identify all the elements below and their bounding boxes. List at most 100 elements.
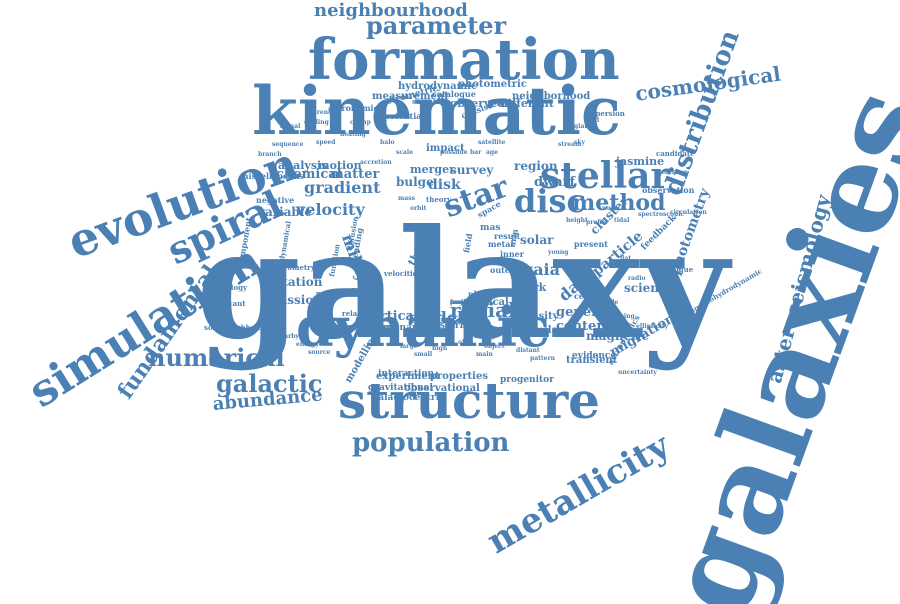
cloud-word: uncertainty bbox=[618, 369, 657, 376]
cloud-word: observed bbox=[450, 97, 506, 110]
cloud-word: cooling bbox=[304, 119, 329, 126]
cloud-word: region bbox=[514, 159, 558, 173]
cloud-word: radial bbox=[450, 298, 516, 322]
cloud-word: resonance bbox=[378, 323, 430, 333]
cloud-word: tidal bbox=[614, 217, 630, 224]
cloud-word: local bbox=[482, 297, 509, 308]
cloud-word: analysis bbox=[278, 159, 328, 172]
cloud-word: frequency bbox=[450, 299, 484, 306]
cloud-word: astronomical bbox=[328, 103, 387, 113]
cloud-word: observation bbox=[642, 185, 695, 195]
cloud-word: metal bbox=[488, 239, 514, 249]
cloud-word: nearby bbox=[276, 333, 299, 340]
cloud-word: amplitude bbox=[450, 299, 485, 306]
cloud-word: inner bbox=[500, 249, 524, 259]
cloud-word: neighbourhood bbox=[314, 0, 468, 21]
cloud-word: survey bbox=[450, 163, 494, 177]
cloud-word: motion bbox=[318, 159, 362, 172]
cloud-word: photometric bbox=[458, 79, 527, 90]
cloud-word: technology bbox=[204, 283, 248, 292]
cloud-word: model bbox=[408, 308, 464, 327]
cloud-word: phys bbox=[468, 289, 489, 299]
cloud-word: experiment bbox=[376, 371, 440, 382]
cloud-word: transient bbox=[566, 355, 618, 366]
cloud-word: flat bbox=[620, 255, 632, 262]
cloud-word: dark bbox=[518, 281, 547, 294]
cloud-word: starburst bbox=[440, 321, 487, 331]
cloud-word: velocities bbox=[384, 269, 422, 278]
cloud-word: metallicity bbox=[480, 425, 677, 563]
cloud-word: distant bbox=[516, 347, 540, 354]
cloud-word: dynamic bbox=[296, 295, 550, 359]
cloud-word: impact bbox=[426, 143, 465, 154]
cloud-word: velocity bbox=[296, 200, 365, 219]
cloud-word: parameter bbox=[366, 11, 507, 40]
cloud-word: wave bbox=[602, 205, 619, 212]
cloud-word: catalogue bbox=[432, 89, 476, 99]
cloud-word: rotation bbox=[268, 275, 323, 289]
cloud-word: large bbox=[400, 343, 418, 350]
cloud-word: speed bbox=[316, 139, 336, 146]
cloud-word: dwarf bbox=[534, 175, 576, 190]
cloud-word: galactocentric bbox=[372, 393, 445, 403]
cloud-word: science bbox=[624, 281, 674, 295]
cloud-word: relation bbox=[342, 309, 373, 318]
cloud-word: properties bbox=[430, 371, 488, 382]
cloud-word: merger bbox=[410, 163, 455, 176]
cloud-word: galactic bbox=[216, 369, 323, 398]
cloud-word: low bbox=[262, 325, 274, 332]
cloud-word: red bbox=[588, 117, 600, 124]
cloud-word: mas bbox=[480, 223, 501, 233]
cloud-word: centre bbox=[574, 291, 603, 301]
cloud-word: negative bbox=[256, 195, 295, 205]
cloud-word: sample bbox=[412, 97, 440, 106]
cloud-word: breathing bbox=[654, 169, 688, 176]
cloud-word: gas bbox=[608, 329, 620, 336]
cloud-word: gravitational bbox=[368, 383, 433, 393]
cloud-word: young bbox=[548, 249, 569, 256]
cloud-word: binary bbox=[474, 333, 496, 340]
cloud-word: accretion bbox=[360, 159, 392, 166]
cloud-word: oscillation bbox=[450, 299, 486, 306]
cloud-word: disc bbox=[514, 182, 587, 220]
cloud-word: positive bbox=[316, 289, 347, 298]
cloud-word: density bbox=[518, 311, 559, 322]
cloud-word: chemical bbox=[276, 167, 342, 182]
cloud-word: theory bbox=[426, 195, 452, 204]
cloud-word: high bbox=[432, 345, 448, 352]
cloud-word: significant bbox=[204, 299, 246, 308]
cloud-word: clump bbox=[350, 119, 371, 126]
cloud-word: old bbox=[458, 339, 469, 346]
cloud-word: structure bbox=[338, 371, 600, 430]
cloud-word: astrometry bbox=[272, 263, 315, 272]
cloud-word: potential bbox=[384, 111, 425, 121]
cloud-word: bar bbox=[470, 149, 482, 156]
cloud-word: progenitor bbox=[500, 375, 554, 385]
cloud-word: mission bbox=[270, 293, 323, 307]
cloud-word: observational bbox=[404, 383, 480, 394]
cloud-word: scale bbox=[396, 149, 414, 156]
cloud-word: mass bbox=[398, 195, 415, 202]
cloud-word: evidence bbox=[572, 351, 617, 361]
cloud-word: general bbox=[556, 305, 612, 320]
cloud-word: outer bbox=[490, 265, 515, 275]
cloud-word: heating bbox=[340, 131, 366, 138]
cloud-word: content bbox=[556, 319, 612, 334]
cloud-word: profile bbox=[586, 219, 608, 226]
cloud-word: trend bbox=[314, 109, 333, 116]
cloud-word: stellar bbox=[540, 155, 670, 197]
cloud-word: giant bbox=[574, 123, 592, 130]
cloud-word: mode bbox=[600, 299, 619, 306]
cloud-word: solarneighbourhood bbox=[204, 323, 284, 332]
cloud-word: miscellaneous bbox=[240, 171, 304, 181]
cloud-word: variable bbox=[258, 205, 312, 219]
cloud-word: pattern bbox=[530, 355, 555, 362]
cloud-word: galaxy bbox=[196, 197, 729, 373]
cloud-word: present bbox=[574, 239, 609, 249]
cloud-word: vertical bbox=[364, 309, 419, 324]
cloud-word: technique bbox=[654, 265, 694, 274]
cloud-word: stream bbox=[558, 141, 582, 148]
cloud-word: small bbox=[414, 351, 433, 358]
cloud-word: jasmine bbox=[616, 155, 665, 168]
